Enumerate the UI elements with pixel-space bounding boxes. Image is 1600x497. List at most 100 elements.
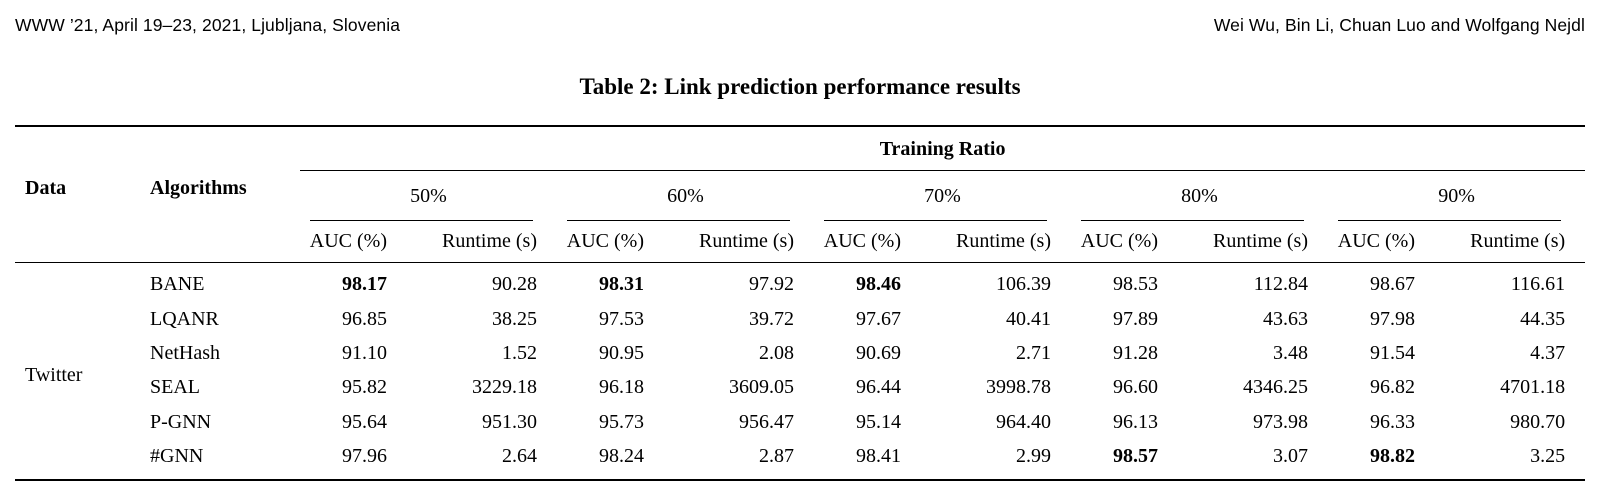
algorithm-name: P-GNN	[150, 410, 212, 433]
table-row: SEAL 95.82 3229.18 96.18 3609.05 96.44 3…	[15, 370, 1585, 404]
table-row: #GNN 97.96 2.64 98.24 2.87 98.41 2.99 98…	[15, 439, 1585, 479]
runtime-cell: 3229.18	[472, 376, 537, 399]
runtime-cell: 3609.05	[729, 376, 794, 399]
table-row: LQANR 96.85 38.25 97.53 39.72 97.67 40.4…	[15, 302, 1585, 336]
auc-header-60: AUC (%)	[557, 221, 664, 264]
auc-header-90: AUC (%)	[1328, 221, 1435, 264]
auc-cell: 96.44	[856, 376, 901, 399]
blank-cell	[15, 126, 300, 171]
auc-cell: 96.33	[1370, 410, 1415, 433]
runtime-cell: 973.98	[1253, 410, 1308, 433]
table-row: Twitter BANE 98.17 90.28 98.31 97.92 98.…	[15, 263, 1585, 386]
runtime-cell: 956.47	[739, 410, 794, 433]
table-caption: Table 2: Link prediction performance res…	[579, 74, 1021, 99]
runtime-header-90: Runtime (s)	[1435, 221, 1586, 264]
auc-cell: 97.67	[856, 307, 901, 330]
runtime-cell: 38.25	[492, 307, 537, 330]
auc-cell: 96.13	[1113, 410, 1158, 433]
auc-cell: 96.18	[599, 376, 644, 399]
runtime-cell: 2.71	[1016, 342, 1051, 365]
auc-cell: 91.10	[342, 342, 387, 365]
runtime-header-50: Runtime (s)	[407, 221, 557, 264]
auc-cell: 96.85	[342, 307, 387, 330]
auc-cell: 98.24	[599, 445, 644, 468]
auc-cell: 95.64	[342, 410, 387, 433]
auc-cell: 95.82	[342, 376, 387, 399]
ratio-header-90: 90%	[1328, 171, 1585, 222]
auc-cell: 98.53	[1113, 273, 1158, 296]
algorithm-name: NetHash	[150, 342, 220, 365]
runtime-cell: 116.61	[1510, 273, 1566, 296]
runtime-cell: 951.30	[482, 410, 537, 433]
runtime-cell: 1.52	[502, 342, 537, 365]
auc-cell: 97.98	[1370, 307, 1415, 330]
auc-cell: 95.73	[599, 410, 644, 433]
auc-cell: 98.31	[599, 273, 644, 296]
ratio-underline-90	[1338, 220, 1562, 222]
runtime-cell: 3.25	[1530, 445, 1566, 468]
ratio-label-60: 60%	[667, 185, 704, 207]
group-header-row: Training Ratio	[15, 126, 1586, 171]
runtime-cell: 3998.78	[986, 376, 1051, 399]
runtime-header-70: Runtime (s)	[921, 221, 1071, 264]
auc-cell: 98.82	[1370, 445, 1415, 468]
runtime-cell: 39.72	[749, 307, 794, 330]
runtime-cell: 980.70	[1510, 410, 1566, 433]
ratio-label-50: 50%	[410, 185, 447, 207]
runtime-cell: 112.84	[1253, 273, 1308, 296]
runtime-cell: 2.08	[759, 342, 794, 365]
conference-info: WWW ’21, April 19–23, 2021, Ljubljana, S…	[15, 15, 401, 35]
runtime-cell: 4346.25	[1243, 376, 1308, 399]
runtime-cell: 106.39	[996, 273, 1051, 296]
runtime-header-60: Runtime (s)	[664, 221, 814, 264]
runtime-cell: 97.92	[749, 273, 794, 296]
auc-cell: 98.41	[856, 445, 901, 468]
data-column-header: Data	[25, 177, 67, 200]
authors-line: Wei Wu, Bin Li, Chuan Luo and Wolfgang N…	[1213, 15, 1585, 35]
auc-cell: 96.82	[1370, 376, 1415, 399]
auc-cell: 98.57	[1113, 445, 1158, 468]
table-row: NetHash 91.10 1.52 90.95 2.08 90.69 2.71…	[15, 336, 1585, 370]
runtime-cell: 964.40	[996, 410, 1051, 433]
runtime-cell: 90.28	[492, 273, 537, 296]
algorithm-name: SEAL	[150, 376, 200, 399]
ratio-label-70: 70%	[924, 185, 961, 207]
auc-cell: 91.28	[1113, 342, 1158, 365]
auc-cell: 98.67	[1370, 273, 1415, 296]
auc-cell: 97.89	[1113, 307, 1158, 330]
ratio-header-50: 50%	[300, 171, 557, 222]
metric-header-row: AUC (%) Runtime (s) AUC (%) Runtime (s) …	[15, 221, 1586, 264]
blank-cell	[150, 221, 300, 264]
ratio-underline-80	[1081, 220, 1304, 222]
auc-cell: 97.53	[599, 307, 644, 330]
ratio-underline-50	[310, 220, 533, 222]
algorithm-name: #GNN	[150, 445, 204, 468]
auc-header-50: AUC (%)	[300, 221, 407, 264]
ratio-underline-70	[824, 220, 1047, 222]
ratio-header-70: 70%	[814, 171, 1071, 222]
dataset-label: Twitter	[25, 363, 83, 386]
runtime-cell: 40.41	[1006, 307, 1051, 330]
auc-cell: 91.54	[1370, 342, 1415, 365]
ratio-label-90: 90%	[1438, 185, 1475, 207]
running-header: WWW ’21, April 19–23, 2021, Ljubljana, S…	[0, 0, 1600, 36]
runtime-cell: 3.07	[1273, 445, 1308, 468]
auc-cell: 98.17	[342, 273, 387, 296]
runtime-cell: 2.87	[759, 445, 794, 468]
ratio-label-80: 80%	[1181, 185, 1218, 207]
ratio-header-60: 60%	[557, 171, 814, 222]
ratio-header-row: Data Algorithms 50% 60% 70% 80% 90%	[15, 171, 1585, 222]
runtime-cell: 4.37	[1530, 342, 1566, 365]
algorithm-name: BANE	[150, 273, 205, 296]
table-row: P-GNN 95.64 951.30 95.73 956.47 95.14 96…	[15, 405, 1585, 439]
runtime-cell: 3.48	[1273, 342, 1308, 365]
algorithms-column-header: Algorithms	[150, 177, 247, 200]
algorithm-name: LQANR	[150, 307, 219, 330]
auc-cell: 97.96	[342, 445, 387, 468]
runtime-cell: 44.35	[1520, 307, 1566, 330]
blank-cell	[15, 221, 150, 264]
runtime-cell: 2.99	[1016, 445, 1051, 468]
auc-cell: 98.46	[856, 273, 901, 296]
runtime-header-80: Runtime (s)	[1178, 221, 1328, 264]
auc-header-70: AUC (%)	[814, 221, 921, 264]
